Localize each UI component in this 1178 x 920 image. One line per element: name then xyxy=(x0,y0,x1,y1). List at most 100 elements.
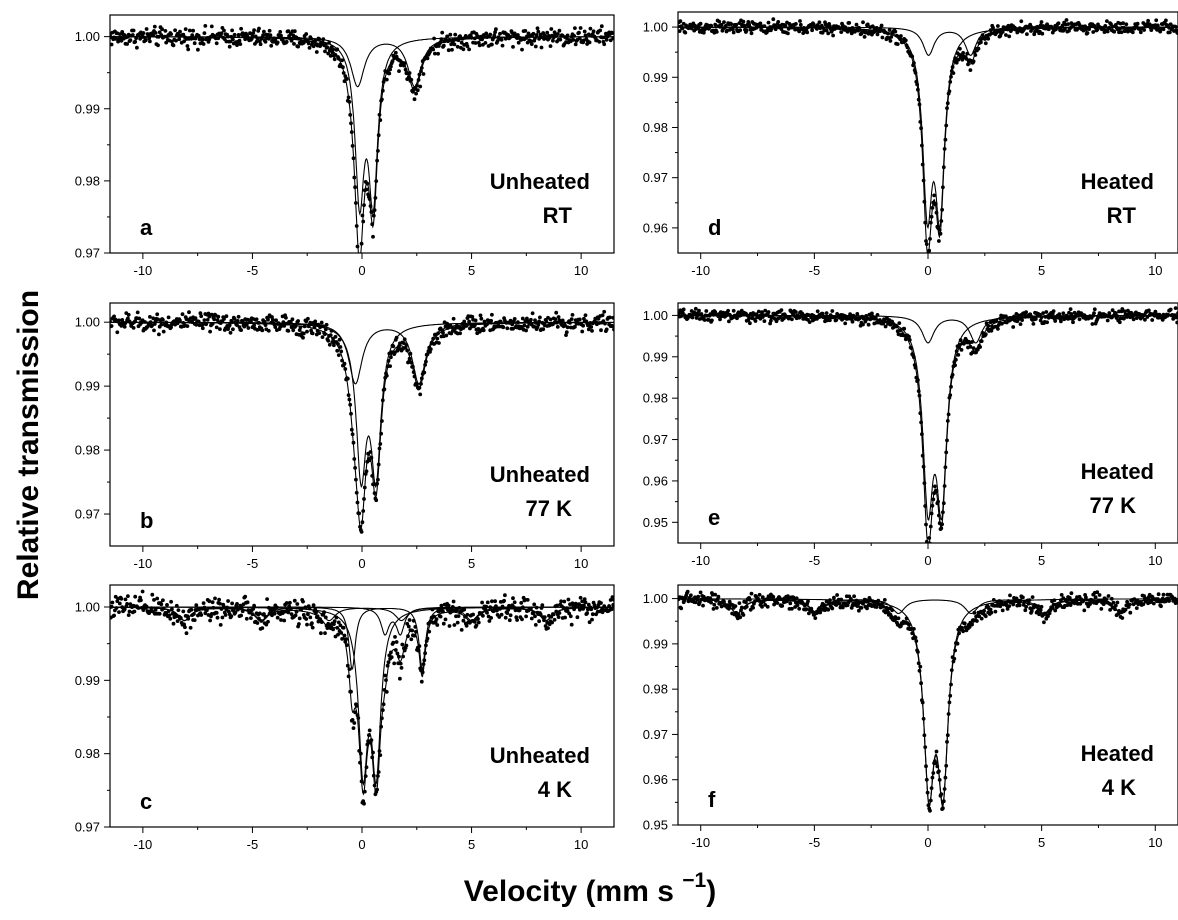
data-point xyxy=(580,599,585,604)
data-point xyxy=(1121,21,1125,25)
data-point xyxy=(970,340,974,344)
data-point xyxy=(267,28,272,33)
data-point xyxy=(183,625,187,630)
data-point xyxy=(548,317,553,322)
plot-frame-d xyxy=(677,11,1178,254)
data-point xyxy=(112,314,116,319)
data-point xyxy=(218,623,223,627)
data-point xyxy=(393,635,397,639)
data-point xyxy=(865,22,870,27)
data-point xyxy=(1107,311,1112,315)
data-point xyxy=(519,601,524,605)
y-tick-label: 0.95 xyxy=(643,515,668,530)
data-point xyxy=(290,317,295,322)
data-point xyxy=(817,20,822,25)
data-point xyxy=(193,316,198,320)
data-point xyxy=(245,600,250,605)
data-point xyxy=(222,317,226,321)
data-point xyxy=(698,21,703,26)
condition-label-line1-b: Unheated xyxy=(490,462,590,487)
data-point xyxy=(537,619,541,624)
data-point xyxy=(301,331,306,336)
data-point xyxy=(332,343,336,348)
x-tick-label: -10 xyxy=(134,263,153,278)
data-point xyxy=(701,603,705,608)
data-point xyxy=(177,37,182,42)
data-point xyxy=(701,30,706,35)
data-point xyxy=(604,37,609,42)
data-point xyxy=(991,25,995,30)
data-point xyxy=(150,592,155,597)
data-point xyxy=(564,330,569,335)
data-point xyxy=(223,613,228,617)
data-point xyxy=(1108,608,1112,612)
data-point xyxy=(683,30,688,35)
data-point xyxy=(126,613,131,617)
data-point xyxy=(1044,310,1049,314)
data-point xyxy=(556,615,561,619)
data-point xyxy=(480,600,484,605)
data-point xyxy=(310,621,314,626)
data-point xyxy=(435,336,440,341)
condition-label-line2-b: 77 K xyxy=(526,496,573,521)
data-point xyxy=(407,618,412,622)
data-point xyxy=(589,325,594,329)
data-point xyxy=(958,46,962,51)
data-point xyxy=(555,32,560,36)
data-point xyxy=(681,307,686,312)
data-point xyxy=(479,316,484,321)
data-point xyxy=(578,595,583,600)
x-tick-label: -5 xyxy=(247,263,259,278)
data-point xyxy=(1071,320,1075,325)
panel-letter-b: b xyxy=(140,508,153,533)
data-point xyxy=(582,597,587,602)
data-point xyxy=(202,318,207,322)
data-point xyxy=(875,32,880,37)
data-point xyxy=(207,599,212,604)
data-point xyxy=(181,609,186,614)
data-point xyxy=(282,618,287,623)
data-point xyxy=(291,328,296,333)
data-point xyxy=(133,39,138,44)
data-point xyxy=(200,37,205,42)
data-point xyxy=(232,32,237,37)
data-point xyxy=(1161,592,1166,597)
data-point xyxy=(826,31,831,36)
x-tick-label: 5 xyxy=(468,556,475,571)
data-point xyxy=(525,316,529,321)
data-point xyxy=(718,317,722,322)
data-point xyxy=(251,31,256,35)
data-point xyxy=(359,530,364,534)
data-point xyxy=(305,329,309,334)
data-point xyxy=(983,41,988,46)
y-tick-label: 0.98 xyxy=(75,746,100,761)
data-point xyxy=(562,599,567,604)
data-point xyxy=(1105,29,1110,34)
data-point xyxy=(232,317,237,321)
data-point xyxy=(208,329,213,334)
data-point xyxy=(866,322,871,327)
data-point xyxy=(1147,308,1151,313)
data-point xyxy=(749,31,754,36)
data-point xyxy=(608,598,613,602)
data-point xyxy=(826,607,831,612)
total-fit-curve-d xyxy=(678,26,1178,253)
data-point xyxy=(239,26,244,31)
data-point xyxy=(344,637,348,642)
data-point xyxy=(731,308,736,313)
data-point xyxy=(319,631,323,636)
data-point xyxy=(169,325,174,330)
data-point xyxy=(152,24,157,29)
data-point xyxy=(397,69,401,73)
data-point xyxy=(1175,320,1178,325)
x-tick-label: -5 xyxy=(247,556,259,571)
data-point xyxy=(1077,22,1082,27)
data-point xyxy=(698,590,703,595)
data-point xyxy=(824,28,829,33)
data-point xyxy=(722,20,726,24)
x-axis-title-exponent: −1 xyxy=(682,869,706,892)
y-tick-label: 0.98 xyxy=(75,443,100,458)
data-point xyxy=(713,592,718,597)
data-point xyxy=(163,29,168,33)
data-point xyxy=(609,607,614,612)
